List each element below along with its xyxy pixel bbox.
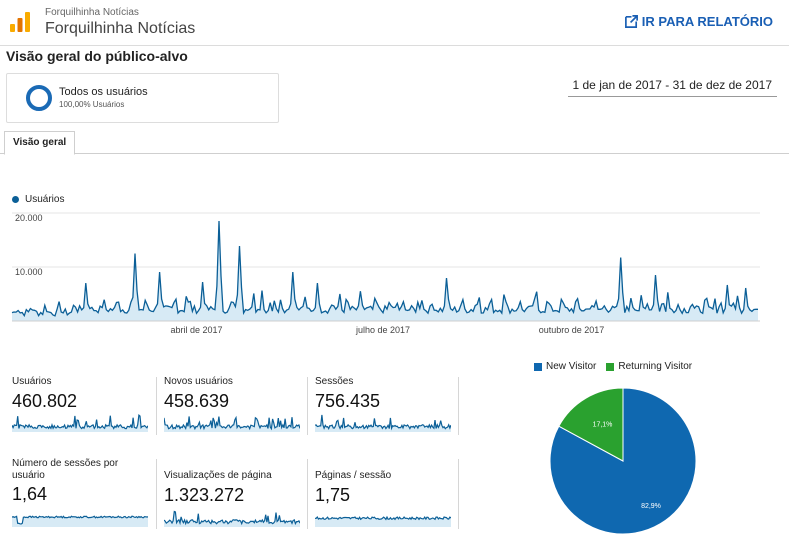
metric-pageviews[interactable]: Visualizações de página 1.323.272 — [164, 470, 304, 527]
pie-slice-new-visitor — [549, 387, 697, 535]
date-range-picker[interactable]: 1 de jan de 2017 - 31 de dez de 2017 — [567, 76, 777, 97]
metric-sparkline — [12, 414, 148, 432]
metric-sparkline — [315, 414, 451, 432]
pie-label-new-visitor: 82,9% — [641, 503, 661, 510]
legend-label-new: New Visitor — [546, 361, 597, 372]
metric-label: Páginas / sessão — [315, 470, 392, 481]
pie-label-returning-visitor: 17,1% — [593, 422, 613, 429]
divider — [156, 377, 157, 435]
metric-value: 756.435 — [315, 391, 381, 411]
sparkline-fill — [164, 416, 300, 432]
go-to-report-link[interactable]: IR PARA RELATÓRIO — [624, 14, 773, 29]
x-tick-july: julho de 2017 — [355, 325, 410, 335]
sparkline-fill — [315, 517, 451, 527]
segment-name: Todos os usuários — [59, 86, 148, 98]
metric-label: Sessões — [315, 376, 354, 387]
header: Forquilhinha Notícias Forquilhinha Notíc… — [0, 0, 789, 46]
sparkline-line — [315, 414, 451, 431]
pie-legend: New Visitor Returning Visitor — [534, 361, 692, 372]
sparkline-fill — [12, 516, 148, 527]
metric-label: Usuários — [12, 376, 52, 387]
metric-sparkline — [315, 515, 451, 527]
divider — [458, 377, 459, 435]
analytics-logo-icon — [10, 12, 30, 32]
legend-label-returning: Returning Visitor — [618, 361, 693, 372]
sparkline-line — [12, 414, 148, 430]
metric-label: Novos usuários — [164, 376, 233, 387]
metric-value: 458.639 — [164, 391, 230, 411]
metric-users[interactable]: Usuários 460.802 — [12, 376, 152, 432]
sparkline-line — [315, 515, 451, 521]
sparkline-fill — [12, 415, 148, 432]
pie-slice-returning-visitor — [558, 387, 624, 462]
chart-legend: Usuários — [12, 194, 64, 205]
series-dot-icon — [12, 196, 19, 203]
metric-sessions-per-user[interactable]: Número de sessões por usuário 1,64 — [12, 458, 152, 527]
page-title: Visão geral do público-alvo — [6, 48, 188, 64]
y-tick-20000: 20.000 — [15, 213, 43, 223]
metric-sessions[interactable]: Sessões 756.435 — [315, 376, 455, 432]
metric-value: 1,75 — [315, 485, 351, 505]
metric-sparkline — [12, 515, 148, 527]
segment-percent: 100,00% Usuários — [59, 100, 125, 109]
sparkline-line — [164, 510, 300, 526]
sparkline-fill — [315, 414, 451, 432]
sparkline-fill — [164, 511, 300, 527]
segment-ring-icon — [26, 85, 52, 111]
divider — [307, 459, 308, 529]
segment-selector[interactable]: Todos os usuários 100,00% Usuários — [6, 73, 279, 123]
metric-label: Número de sessões por usuário — [12, 458, 119, 481]
property-name[interactable]: Forquilhinha Notícias — [45, 20, 196, 37]
sparkline-line — [12, 515, 148, 525]
returning-visitor-swatch-icon — [606, 362, 615, 371]
report-link-label: IR PARA RELATÓRIO — [641, 14, 773, 29]
legend-label-users: Usuários — [25, 194, 65, 205]
metric-sparkline — [164, 415, 300, 432]
tab-bar: Visão geral — [0, 129, 789, 155]
divider — [307, 377, 308, 435]
account-name: Forquilhinha Notícias — [45, 7, 139, 18]
divider — [458, 459, 459, 529]
divider — [156, 459, 157, 529]
metric-value: 1.323.272 — [164, 485, 245, 505]
x-tick-april: abril de 2017 — [170, 325, 222, 335]
tab-overview[interactable]: Visão geral — [4, 131, 76, 155]
metric-new-users[interactable]: Novos usuários 458.639 — [164, 376, 304, 432]
sparkline-line — [164, 415, 300, 431]
metric-pages-per-session[interactable]: Páginas / sessão 1,75 — [315, 470, 455, 527]
legend-item-new-visitor[interactable]: New Visitor — [534, 361, 596, 372]
open-external-icon — [624, 15, 638, 28]
metric-label: Visualizações de página — [164, 470, 272, 481]
new-visitor-swatch-icon — [534, 362, 542, 371]
metric-sparkline — [164, 510, 300, 527]
x-tick-october: outubro de 2017 — [539, 325, 605, 335]
visitor-type-pie-chart[interactable]: 82,9% 17,1% — [548, 386, 698, 536]
y-tick-10000: 10.000 — [15, 267, 43, 277]
users-series-line — [11, 220, 758, 318]
users-line-chart[interactable]: 20.000 10.000 abril de 2017 julho de 201… — [0, 205, 789, 340]
metric-value: 460.802 — [12, 391, 78, 411]
metric-value: 1,64 — [12, 484, 48, 504]
legend-item-returning-visitor[interactable]: Returning Visitor — [606, 361, 692, 372]
